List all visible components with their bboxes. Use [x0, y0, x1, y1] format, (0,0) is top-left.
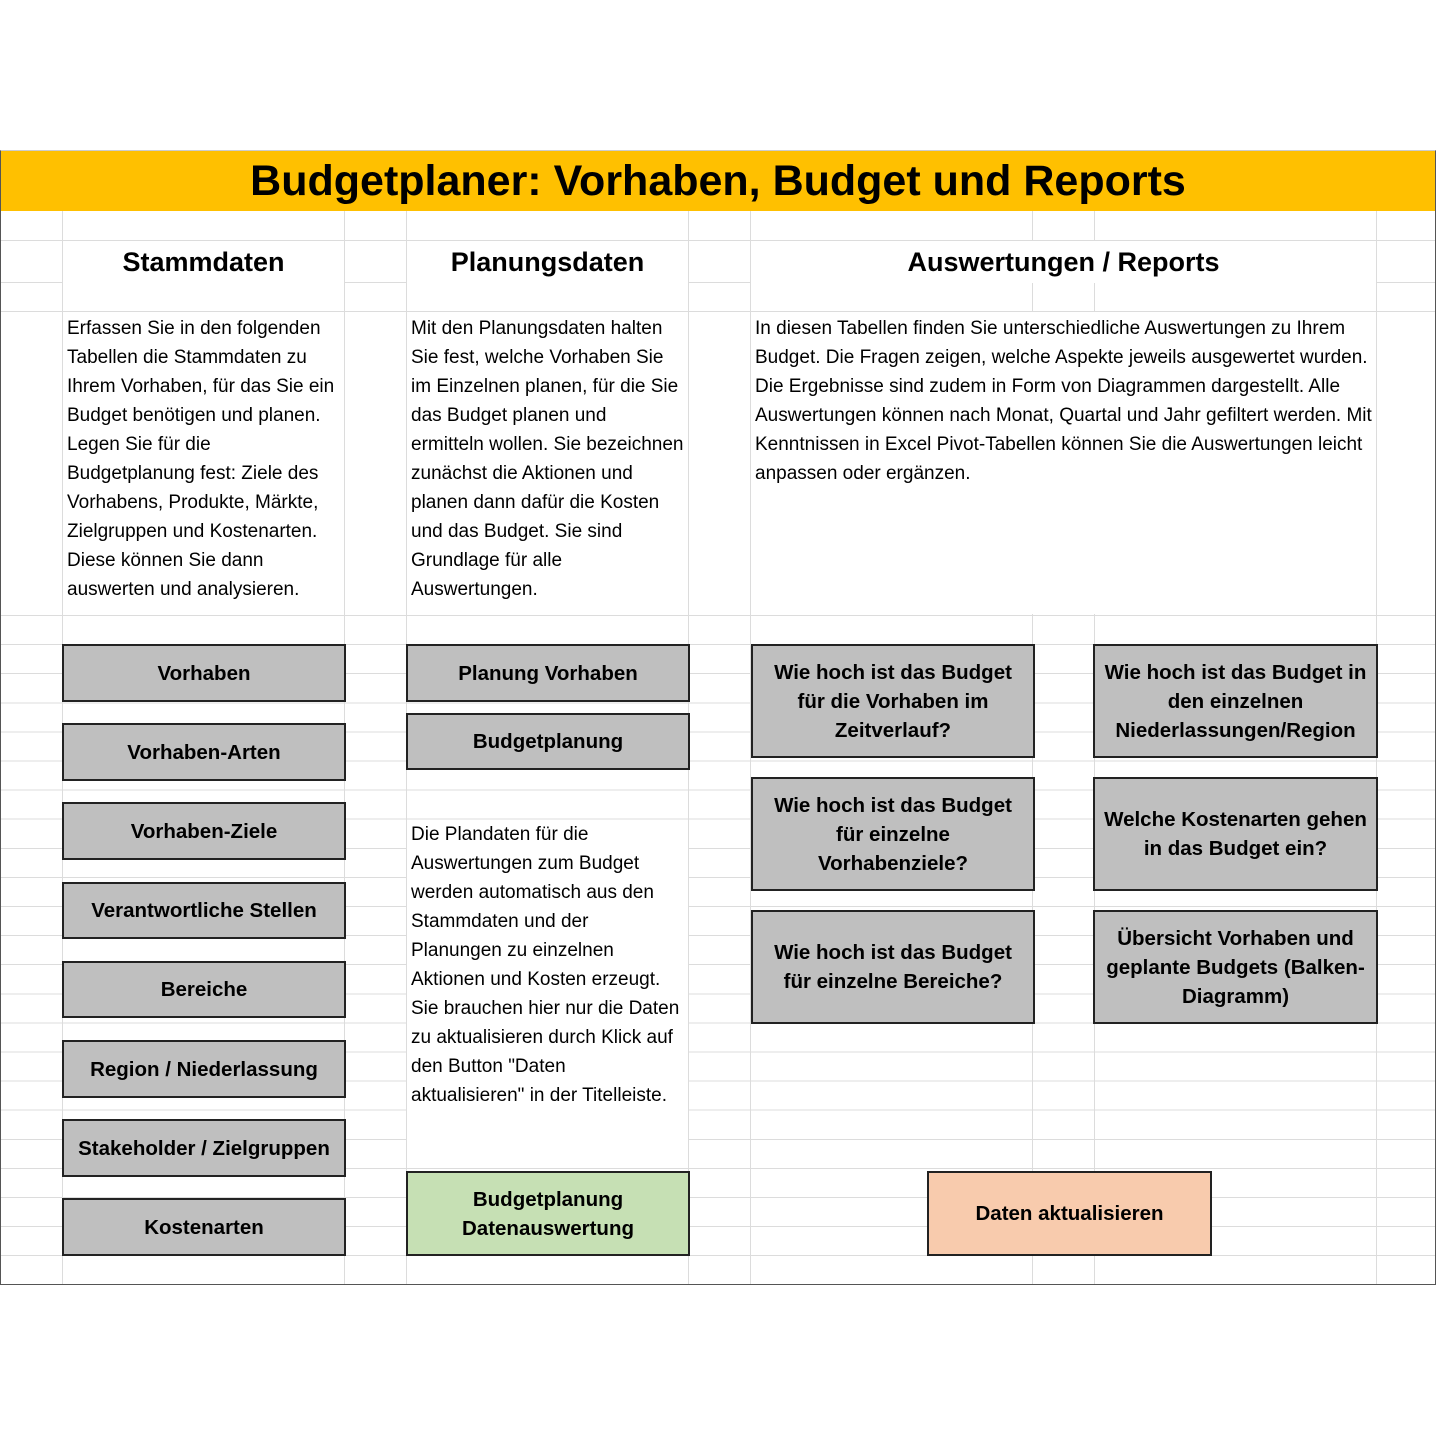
planungsdaten-description: Mit den Planungsdaten halten Sie fest, w… [407, 312, 688, 614]
bereiche-button[interactable]: Bereiche [62, 961, 346, 1018]
vorhaben-ziele-button[interactable]: Vorhaben-Ziele [62, 802, 346, 860]
heading-stammdaten: Stammdaten [63, 241, 344, 283]
vorhaben-button[interactable]: Vorhaben [62, 644, 346, 702]
reports-description: In diesen Tabellen finden Sie unterschie… [751, 312, 1376, 614]
grid-line [1, 282, 1435, 283]
kostenarten-button[interactable]: Kostenarten [62, 1198, 346, 1256]
plandaten-note: Die Plandaten für die Auswertungen zum B… [407, 820, 688, 1140]
report-vorhabenziele-button[interactable]: Wie hoch ist das Budget für einzelne Vor… [751, 777, 1035, 891]
stakeholder-zielgruppen-button[interactable]: Stakeholder / Zielgruppen [62, 1119, 346, 1177]
vorhaben-arten-button[interactable]: Vorhaben-Arten [62, 723, 346, 781]
grid-line [1, 311, 1435, 312]
daten-aktualisieren-button[interactable]: Daten aktualisieren [927, 1171, 1212, 1256]
planung-vorhaben-button[interactable]: Planung Vorhaben [406, 644, 690, 702]
report-uebersicht-balkendiagramm-button[interactable]: Übersicht Vorhaben und geplante Budgets … [1093, 910, 1378, 1024]
stammdaten-description: Erfassen Sie in den folgenden Tabellen d… [63, 312, 344, 614]
heading-planungsdaten: Planungsdaten [407, 241, 688, 283]
report-vorhaben-zeitverlauf-button[interactable]: Wie hoch ist das Budget für die Vorhaben… [751, 644, 1035, 758]
report-bereiche-button[interactable]: Wie hoch ist das Budget für einzelne Ber… [751, 910, 1035, 1024]
budgetplanung-button[interactable]: Budgetplanung [406, 713, 690, 770]
grid-line [750, 211, 751, 1284]
verantwortliche-stellen-button[interactable]: Verantwortliche Stellen [62, 882, 346, 939]
grid-line [1, 240, 1435, 241]
page-title: Budgetplaner: Vorhaben, Budget und Repor… [1, 151, 1435, 211]
report-kostenarten-button[interactable]: Welche Kostenarten gehen in das Budget e… [1093, 777, 1378, 891]
spreadsheet: Budgetplaner: Vorhaben, Budget und Repor… [0, 150, 1436, 1285]
report-niederlassungen-button[interactable]: Wie hoch ist das Budget in den einzelnen… [1093, 644, 1378, 758]
budgetplanung-datenauswertung-button[interactable]: Budgetplanung Datenauswertung [406, 1171, 690, 1256]
region-niederlassung-button[interactable]: Region / Niederlassung [62, 1040, 346, 1098]
heading-reports: Auswertungen / Reports [751, 241, 1376, 283]
